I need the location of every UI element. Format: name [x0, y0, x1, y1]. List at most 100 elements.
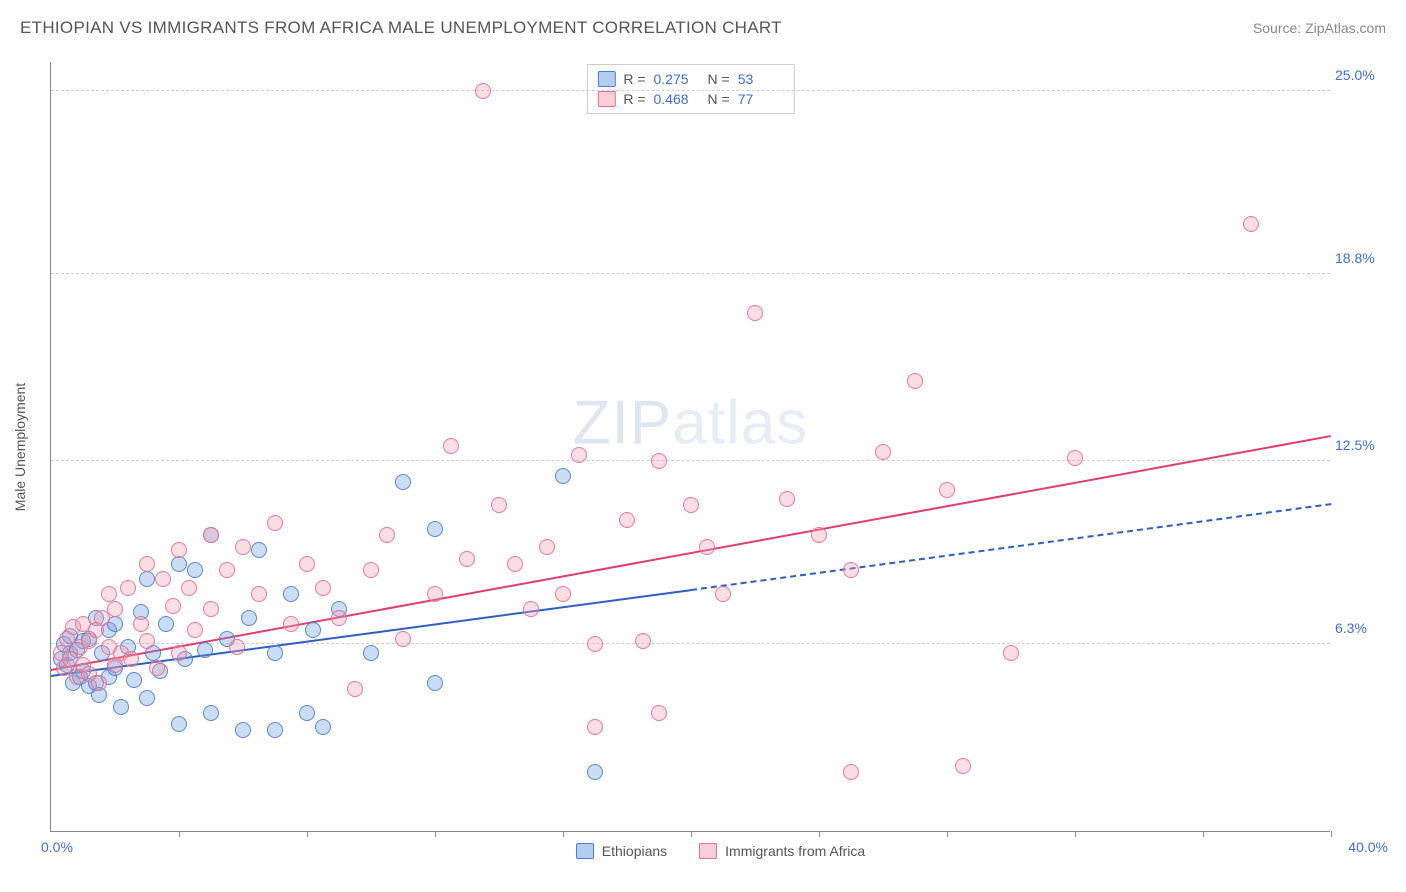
data-point: [571, 447, 587, 463]
watermark-bold: ZIP: [573, 389, 672, 458]
data-point: [475, 83, 491, 99]
data-point: [251, 542, 267, 558]
data-point: [315, 580, 331, 596]
regression-line-extension: [691, 503, 1331, 591]
legend-r-value: 0.275: [654, 71, 700, 87]
data-point: [699, 539, 715, 555]
data-point: [219, 562, 235, 578]
y-tick-label: 18.8%: [1335, 250, 1390, 266]
x-tick: [179, 831, 180, 837]
data-point: [155, 571, 171, 587]
legend-rn-row: R =0.468N =77: [597, 89, 783, 109]
legend-n-label: N =: [708, 71, 730, 87]
data-point: [139, 633, 155, 649]
legend-swatch: [597, 91, 615, 107]
x-tick: [307, 831, 308, 837]
data-point: [875, 444, 891, 460]
data-point: [158, 616, 174, 632]
data-point: [171, 645, 187, 661]
data-point: [907, 373, 923, 389]
data-point: [235, 722, 251, 738]
data-point: [1067, 450, 1083, 466]
data-point: [347, 681, 363, 697]
data-point: [299, 705, 315, 721]
data-point: [843, 764, 859, 780]
data-point: [187, 562, 203, 578]
legend-series-label: Immigrants from Africa: [725, 843, 865, 859]
legend-series-label: Ethiopians: [602, 843, 667, 859]
data-point: [251, 586, 267, 602]
x-tick: [1331, 831, 1332, 837]
legend-n-value: 77: [738, 91, 784, 107]
data-point: [181, 580, 197, 596]
data-point: [587, 636, 603, 652]
data-point: [539, 539, 555, 555]
gridline: [51, 90, 1330, 91]
x-tick: [819, 831, 820, 837]
data-point: [427, 675, 443, 691]
y-tick-label: 6.3%: [1335, 620, 1390, 636]
legend-series: Ethiopians Immigrants from Africa: [51, 843, 1390, 859]
data-point: [379, 527, 395, 543]
x-tick: [435, 831, 436, 837]
data-point: [843, 562, 859, 578]
data-point: [555, 468, 571, 484]
legend-r-value: 0.468: [654, 91, 700, 107]
legend-series-item: Immigrants from Africa: [699, 843, 865, 859]
data-point: [619, 512, 635, 528]
data-point: [1003, 645, 1019, 661]
data-point: [126, 672, 142, 688]
data-point: [139, 690, 155, 706]
legend-n-label: N =: [708, 91, 730, 107]
data-point: [427, 521, 443, 537]
data-point: [229, 639, 245, 655]
data-point: [587, 719, 603, 735]
data-point: [715, 586, 731, 602]
source-label: Source: ZipAtlas.com: [1253, 20, 1386, 36]
data-point: [267, 722, 283, 738]
data-point: [395, 631, 411, 647]
x-tick: [1075, 831, 1076, 837]
data-point: [139, 556, 155, 572]
data-point: [187, 622, 203, 638]
data-point: [811, 527, 827, 543]
data-point: [299, 556, 315, 572]
x-tick: [563, 831, 564, 837]
data-point: [507, 556, 523, 572]
data-point: [779, 491, 795, 507]
data-point: [315, 719, 331, 735]
data-point: [427, 586, 443, 602]
data-point: [523, 601, 539, 617]
legend-r-label: R =: [623, 71, 645, 87]
data-point: [955, 758, 971, 774]
data-point: [1243, 216, 1259, 232]
chart-container: Male Unemployment ZIPatlas R =0.275N =53…: [50, 62, 1370, 832]
y-tick-label: 25.0%: [1335, 67, 1390, 83]
data-point: [165, 598, 181, 614]
data-point: [331, 610, 347, 626]
legend-series-item: Ethiopians: [576, 843, 667, 859]
chart-title: ETHIOPIAN VS IMMIGRANTS FROM AFRICA MALE…: [20, 18, 782, 38]
legend-swatch: [597, 71, 615, 87]
data-point: [305, 622, 321, 638]
legend-n-value: 53: [738, 71, 784, 87]
data-point: [197, 642, 213, 658]
data-point: [939, 482, 955, 498]
data-point: [491, 497, 507, 513]
gridline: [51, 273, 1330, 274]
data-point: [283, 586, 299, 602]
data-point: [171, 716, 187, 732]
data-point: [113, 699, 129, 715]
data-point: [133, 616, 149, 632]
data-point: [555, 586, 571, 602]
data-point: [203, 527, 219, 543]
data-point: [267, 515, 283, 531]
data-point: [139, 571, 155, 587]
legend-rn-row: R = 0.275 N = 53: [597, 69, 783, 89]
data-point: [683, 497, 699, 513]
legend-swatch: [699, 843, 717, 859]
data-point: [587, 764, 603, 780]
y-axis-label: Male Unemployment: [12, 383, 28, 511]
data-point: [747, 305, 763, 321]
data-point: [459, 551, 475, 567]
